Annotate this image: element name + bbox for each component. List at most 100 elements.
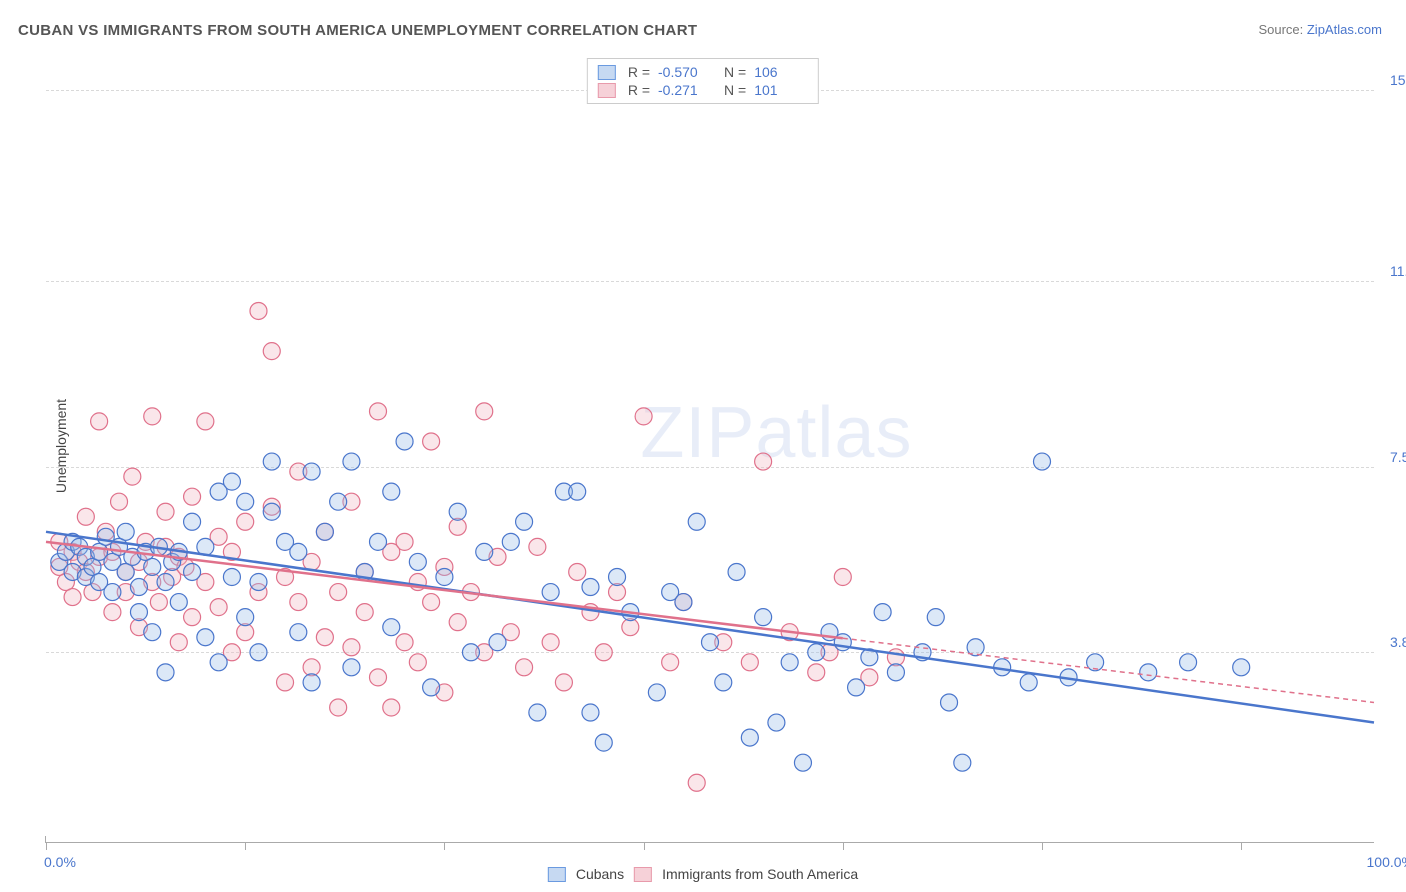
data-point-immigrants_sa: [635, 408, 652, 425]
data-point-immigrants_sa: [542, 634, 559, 651]
x-tick: [46, 842, 47, 850]
data-point-immigrants_sa: [622, 619, 639, 636]
data-point-cubans: [144, 558, 161, 575]
data-point-immigrants_sa: [303, 659, 320, 676]
y-tick-label: 7.5%: [1378, 449, 1406, 465]
data-point-cubans: [874, 604, 891, 621]
data-point-cubans: [489, 634, 506, 651]
x-tick: [444, 842, 445, 850]
data-point-immigrants_sa: [77, 508, 94, 525]
data-point-cubans: [290, 543, 307, 560]
data-point-immigrants_sa: [595, 644, 612, 661]
data-point-immigrants_sa: [370, 669, 387, 686]
data-point-cubans: [1233, 659, 1250, 676]
data-point-immigrants_sa: [688, 774, 705, 791]
stats-row-cubans: R = -0.570 N = 106: [598, 63, 808, 81]
data-point-cubans: [130, 604, 147, 621]
data-point-cubans: [609, 568, 626, 585]
data-point-immigrants_sa: [449, 614, 466, 631]
data-point-cubans: [184, 563, 201, 580]
data-point-immigrants_sa: [476, 403, 493, 420]
data-point-cubans: [170, 594, 187, 611]
stats-row-immigrants: R = -0.271 N = 101: [598, 81, 808, 99]
data-point-immigrants_sa: [184, 609, 201, 626]
swatch-cubans-icon: [548, 867, 566, 882]
data-point-cubans: [741, 729, 758, 746]
data-point-cubans: [396, 433, 413, 450]
data-point-immigrants_sa: [662, 654, 679, 671]
r-label: R =: [628, 64, 650, 80]
data-point-cubans: [887, 664, 904, 681]
data-point-immigrants_sa: [356, 604, 373, 621]
x-tick: [644, 842, 645, 850]
data-point-immigrants_sa: [396, 634, 413, 651]
data-point-cubans: [157, 664, 174, 681]
data-point-immigrants_sa: [834, 568, 851, 585]
data-point-cubans: [409, 553, 426, 570]
x-axis-max-label: 100.0%: [1367, 854, 1406, 870]
data-point-immigrants_sa: [111, 493, 128, 510]
data-point-cubans: [104, 584, 121, 601]
chart-title: CUBAN VS IMMIGRANTS FROM SOUTH AMERICA U…: [18, 22, 697, 39]
data-point-cubans: [848, 679, 865, 696]
data-point-immigrants_sa: [170, 634, 187, 651]
data-point-cubans: [237, 609, 254, 626]
r-value-immigrants: -0.271: [658, 82, 712, 98]
data-point-cubans: [794, 754, 811, 771]
data-point-immigrants_sa: [409, 654, 426, 671]
data-point-cubans: [223, 568, 240, 585]
data-point-cubans: [1020, 674, 1037, 691]
series-legend: Cubans Immigrants from South America: [548, 866, 858, 882]
data-point-immigrants_sa: [370, 403, 387, 420]
legend-label-immigrants: Immigrants from South America: [662, 866, 858, 882]
data-point-cubans: [250, 644, 267, 661]
data-point-immigrants_sa: [237, 624, 254, 641]
data-point-immigrants_sa: [250, 302, 267, 319]
y-tick-label: 11.2%: [1378, 263, 1406, 279]
data-point-cubans: [383, 483, 400, 500]
data-point-immigrants_sa: [343, 639, 360, 656]
data-point-cubans: [130, 579, 147, 596]
data-point-cubans: [755, 609, 772, 626]
data-point-immigrants_sa: [741, 654, 758, 671]
swatch-cubans-icon: [598, 65, 616, 80]
data-point-immigrants_sa: [330, 699, 347, 716]
data-point-immigrants_sa: [383, 699, 400, 716]
data-point-immigrants_sa: [263, 343, 280, 360]
plot-area: 3.8%7.5%11.2%15.0% 0.0% 100.0% ZIPatlas: [46, 55, 1374, 843]
data-point-cubans: [303, 463, 320, 480]
x-tick: [843, 842, 844, 850]
data-point-cubans: [263, 503, 280, 520]
data-point-cubans: [436, 568, 453, 585]
source-link[interactable]: ZipAtlas.com: [1307, 22, 1382, 37]
data-point-cubans: [423, 679, 440, 696]
data-point-cubans: [197, 629, 214, 646]
data-point-cubans: [529, 704, 546, 721]
data-point-cubans: [184, 513, 201, 530]
data-point-cubans: [595, 734, 612, 751]
data-point-cubans: [223, 473, 240, 490]
data-point-cubans: [516, 513, 533, 530]
data-point-immigrants_sa: [64, 589, 81, 606]
data-point-cubans: [343, 453, 360, 470]
data-point-cubans: [648, 684, 665, 701]
data-point-cubans: [675, 594, 692, 611]
data-point-cubans: [303, 674, 320, 691]
data-point-cubans: [144, 624, 161, 641]
data-point-cubans: [569, 483, 586, 500]
data-point-cubans: [117, 563, 134, 580]
data-point-cubans: [688, 513, 705, 530]
data-point-cubans: [1180, 654, 1197, 671]
data-point-cubans: [1140, 664, 1157, 681]
data-point-cubans: [954, 754, 971, 771]
data-point-cubans: [582, 704, 599, 721]
n-label: N =: [724, 82, 746, 98]
data-point-immigrants_sa: [237, 513, 254, 530]
x-tick: [1241, 842, 1242, 850]
y-tick-label: 15.0%: [1378, 72, 1406, 88]
data-point-immigrants_sa: [529, 538, 546, 555]
data-point-cubans: [728, 563, 745, 580]
data-point-immigrants_sa: [277, 674, 294, 691]
data-point-immigrants_sa: [316, 629, 333, 646]
data-point-immigrants_sa: [330, 584, 347, 601]
